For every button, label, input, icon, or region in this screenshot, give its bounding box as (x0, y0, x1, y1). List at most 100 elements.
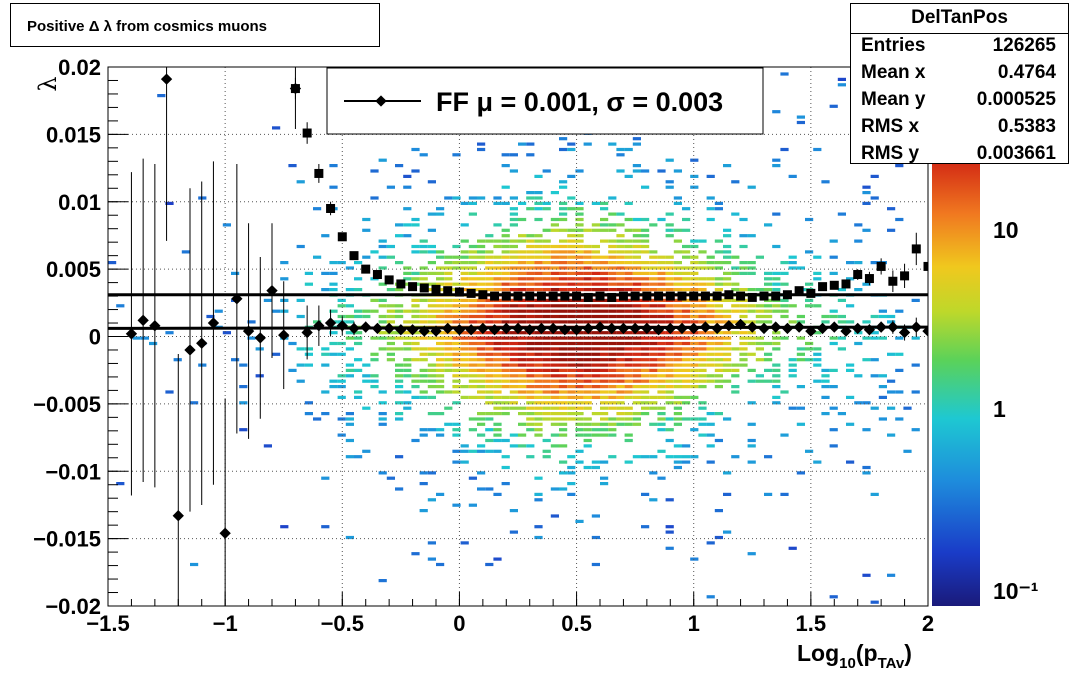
heatmap-cell (452, 304, 461, 308)
heatmap-cell (509, 196, 518, 200)
heatmap-cell (698, 363, 707, 367)
heatmap-cell (649, 395, 658, 399)
heatmap-cell (559, 137, 568, 141)
heatmap-cell (501, 304, 510, 308)
heatmap-cell (567, 147, 576, 152)
heatmap-cell (895, 352, 904, 356)
heatmap-cell (632, 385, 641, 389)
heatmap-cell (600, 277, 609, 281)
heatmap-cell (739, 261, 748, 265)
heatmap-cell (534, 234, 543, 238)
heatmap-cell (649, 250, 658, 254)
heatmap-cell (772, 271, 781, 275)
sigma-point (689, 291, 699, 301)
heatmap-cell (485, 449, 494, 453)
heatmap-cell (288, 341, 297, 346)
heatmap-cell (591, 331, 600, 335)
heatmap-cell (780, 261, 789, 265)
heatmap-cell (764, 492, 773, 496)
heatmap-cell (608, 417, 617, 421)
heatmap-cell (542, 347, 551, 351)
mean-point (242, 325, 255, 337)
heatmap-cell (559, 374, 568, 378)
sigma-point (923, 261, 928, 271)
heatmap-cell (747, 304, 756, 308)
heatmap-cell (255, 374, 264, 378)
heatmap-cell (714, 347, 723, 351)
heatmap-cell (493, 288, 502, 292)
heatmap-cell (813, 277, 822, 281)
heatmap-cell (706, 358, 715, 362)
heatmap-cell (608, 196, 617, 200)
heatmap-cell (706, 347, 715, 351)
x-tick-label: −0.5 (321, 611, 364, 636)
heatmap-cell (714, 358, 723, 362)
heatmap-cell (534, 433, 543, 437)
heatmap-cell (436, 250, 445, 254)
sigma-point (490, 291, 500, 301)
heatmap-cell (616, 304, 625, 308)
heatmap-cell (427, 314, 436, 319)
heatmap-cell (895, 309, 904, 313)
heatmap-cell (239, 363, 248, 367)
heatmap-cell (649, 401, 658, 405)
heatmap-cell (600, 401, 609, 405)
heatmap-cell (214, 309, 223, 313)
heatmap-cell (526, 422, 535, 426)
heatmap-cell (403, 234, 412, 238)
heatmap-cell (608, 368, 617, 372)
heatmap-cell (575, 244, 584, 249)
heatmap-cell (559, 217, 568, 222)
heatmap-cell (690, 368, 699, 372)
mean-point (805, 325, 817, 337)
heatmap-cell (419, 379, 428, 383)
heatmap-cell (386, 341, 395, 346)
heatmap-cell (641, 374, 650, 378)
heatmap-cell (665, 379, 674, 383)
heatmap-cell (608, 374, 617, 378)
heatmap-cell (714, 250, 723, 254)
heatmap-cell (460, 288, 469, 292)
heatmap-cell (698, 385, 707, 389)
heatmap-cell (477, 368, 486, 372)
heatmap-cell (673, 352, 682, 356)
mean-point (512, 322, 524, 335)
heatmap-cell (846, 320, 855, 324)
heatmap-cell (731, 455, 740, 459)
heatmap-cell (518, 250, 527, 254)
heatmap-cell (436, 385, 445, 389)
heatmap-cell (149, 341, 158, 346)
heatmap-cell (542, 368, 551, 372)
sigma-point (712, 291, 722, 301)
heatmap-cell (624, 422, 633, 426)
heatmap-cell (591, 514, 600, 518)
heatmap-cell (706, 207, 715, 211)
heatmap-cell (641, 379, 650, 383)
heatmap-cell (805, 217, 814, 222)
heatmap-cell (378, 417, 387, 421)
heatmap-cell (706, 336, 715, 340)
heatmap-cell (477, 320, 486, 324)
heatmap-cell (550, 320, 559, 324)
heatmap-cell (477, 142, 486, 146)
heatmap-cell (460, 261, 469, 265)
heatmap-cell (534, 341, 543, 346)
heatmap-cell (887, 573, 896, 577)
heatmap-cell (493, 352, 502, 356)
heatmap-cell (641, 412, 650, 416)
heatmap-cell (624, 331, 633, 335)
mean-point (910, 321, 922, 333)
heatmap-cell (518, 385, 527, 389)
heatmap-cell (911, 363, 920, 367)
heatmap-cell (542, 228, 551, 232)
heatmap-cell (386, 309, 395, 313)
heatmap-cell (567, 379, 576, 383)
heatmap-cell (518, 234, 527, 238)
heatmap-cell (337, 341, 346, 346)
heatmap-cell (690, 239, 699, 243)
heatmap-cell (411, 304, 420, 308)
heatmap-cell (723, 228, 732, 232)
sigma-point (829, 280, 839, 290)
heatmap-cell (911, 336, 920, 340)
heatmap-cell (772, 304, 781, 308)
